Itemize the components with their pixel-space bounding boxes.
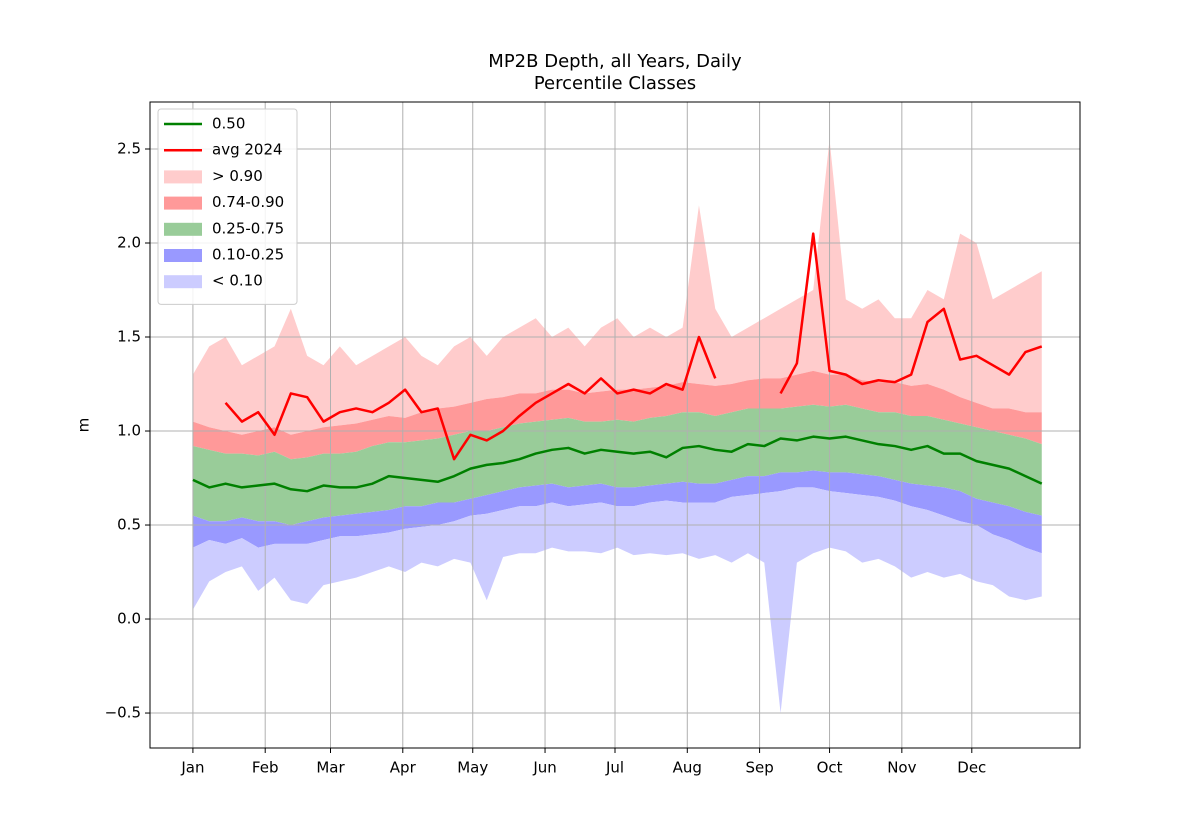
x-tick-label: May bbox=[457, 759, 488, 777]
y-tick-label: −0.5 bbox=[105, 704, 141, 722]
y-tick-label: 0.0 bbox=[117, 610, 141, 628]
y-tick-label: 2.0 bbox=[117, 234, 141, 252]
x-tick-label: Aug bbox=[673, 759, 702, 777]
x-tick-label: Sep bbox=[745, 759, 773, 777]
legend-swatch bbox=[164, 275, 202, 289]
x-tick-label: Jan bbox=[180, 759, 204, 777]
x-tick-label: Mar bbox=[316, 759, 345, 777]
legend-label: 0.74-0.90 bbox=[212, 193, 284, 211]
legend-label: 0.10-0.25 bbox=[212, 246, 284, 264]
legend-label: 0.50 bbox=[212, 115, 245, 133]
legend-label: avg 2024 bbox=[212, 141, 283, 159]
series-line bbox=[224, 232, 1043, 461]
legend-label: < 0.10 bbox=[212, 272, 263, 290]
x-tick-label: Jul bbox=[605, 759, 624, 777]
x-tick-label: Apr bbox=[390, 759, 417, 777]
y-tick-label: 2.5 bbox=[117, 140, 141, 158]
chart-subtitle: Percentile Classes bbox=[534, 73, 696, 94]
x-tick-label: Jun bbox=[532, 759, 556, 777]
x-tick-label: Oct bbox=[817, 759, 843, 777]
legend-swatch bbox=[164, 222, 202, 236]
x-tick-label: Nov bbox=[887, 759, 916, 777]
series-line bbox=[192, 435, 1043, 493]
y-tick-label: 0.5 bbox=[117, 516, 141, 534]
y-axis-label: m bbox=[75, 418, 93, 433]
plot-frame bbox=[149, 101, 1081, 749]
legend-swatch bbox=[164, 249, 202, 262]
x-tick-label: Feb bbox=[252, 759, 279, 777]
legend-swatch bbox=[164, 196, 202, 210]
y-tick-label: 1.5 bbox=[117, 328, 141, 346]
legend-label: > 0.90 bbox=[212, 167, 263, 185]
legend-label: 0.25-0.75 bbox=[212, 219, 284, 237]
y-tick-label: 1.0 bbox=[117, 422, 141, 440]
chart-title: MP2B Depth, all Years, Daily bbox=[488, 51, 742, 72]
x-tick-label: Dec bbox=[957, 759, 986, 777]
legend-swatch bbox=[164, 170, 202, 184]
